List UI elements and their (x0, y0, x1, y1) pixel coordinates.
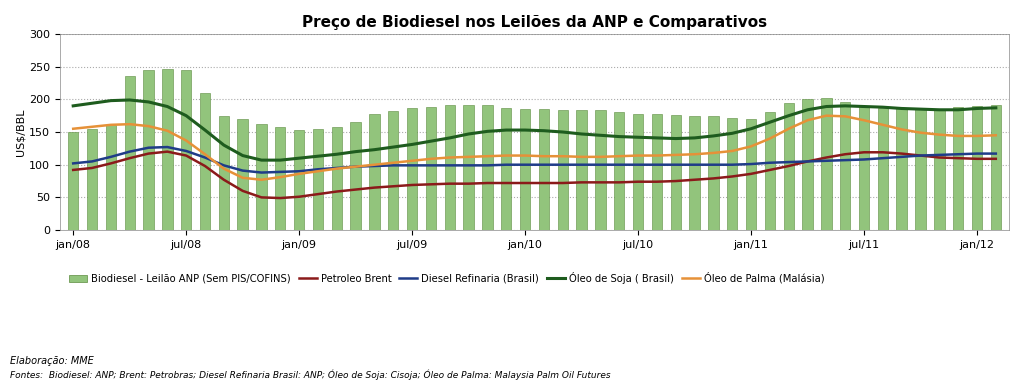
Bar (87, 129, 97, 230)
Bar (595, 110, 605, 230)
Bar (745, 119, 756, 230)
Text: Fontes:  Biodiesel: ANP; Brent: Petrobras; Diesel Refinaria Brasil: ANP; Óleo de: Fontes: Biodiesel: ANP; Brent: Petrobras… (10, 370, 611, 380)
Bar (520, 109, 530, 230)
Bar (105, 126, 116, 230)
Bar (539, 109, 549, 230)
Bar (501, 108, 511, 230)
Text: Elaboração: MME: Elaboração: MME (10, 356, 94, 366)
Bar (444, 105, 455, 230)
Bar (238, 119, 248, 230)
Bar (464, 105, 474, 230)
Bar (388, 111, 398, 230)
Bar (162, 69, 172, 230)
Bar (953, 107, 964, 230)
Bar (896, 109, 907, 230)
Bar (558, 110, 568, 230)
Bar (200, 93, 210, 230)
Bar (370, 114, 380, 230)
Bar (972, 106, 982, 230)
Bar (821, 98, 831, 230)
Bar (614, 112, 625, 230)
Bar (577, 110, 587, 230)
Bar (332, 127, 342, 230)
Bar (709, 116, 719, 230)
Bar (689, 116, 699, 230)
Bar (671, 115, 681, 230)
Bar (934, 109, 944, 230)
Bar (125, 77, 135, 230)
Bar (294, 130, 304, 230)
Bar (633, 114, 643, 230)
Title: Preço de Biodiesel nos Leilões da ANP e Comparativos: Preço de Biodiesel nos Leilões da ANP e … (302, 15, 767, 30)
Bar (727, 118, 737, 230)
Bar (765, 112, 775, 230)
Bar (181, 70, 191, 230)
Bar (219, 116, 229, 230)
Bar (859, 106, 869, 230)
Bar (68, 132, 79, 230)
Bar (407, 109, 418, 230)
Bar (915, 109, 926, 230)
Bar (256, 124, 266, 230)
Bar (651, 114, 663, 230)
Bar (312, 129, 324, 230)
Bar (482, 105, 493, 230)
Bar (878, 109, 888, 230)
Bar (990, 105, 1001, 230)
Bar (350, 122, 360, 230)
Bar (840, 102, 850, 230)
Bar (275, 127, 286, 230)
Bar (143, 70, 154, 230)
Legend: Biodiesel - Leilão ANP (Sem PIS/COFINS), Petroleo Brent, Diesel Refinaria (Brasi: Biodiesel - Leilão ANP (Sem PIS/COFINS),… (65, 268, 828, 288)
Bar (426, 107, 436, 230)
Bar (783, 102, 794, 230)
Y-axis label: US$/BBL: US$/BBL (15, 108, 25, 156)
Bar (803, 99, 813, 230)
